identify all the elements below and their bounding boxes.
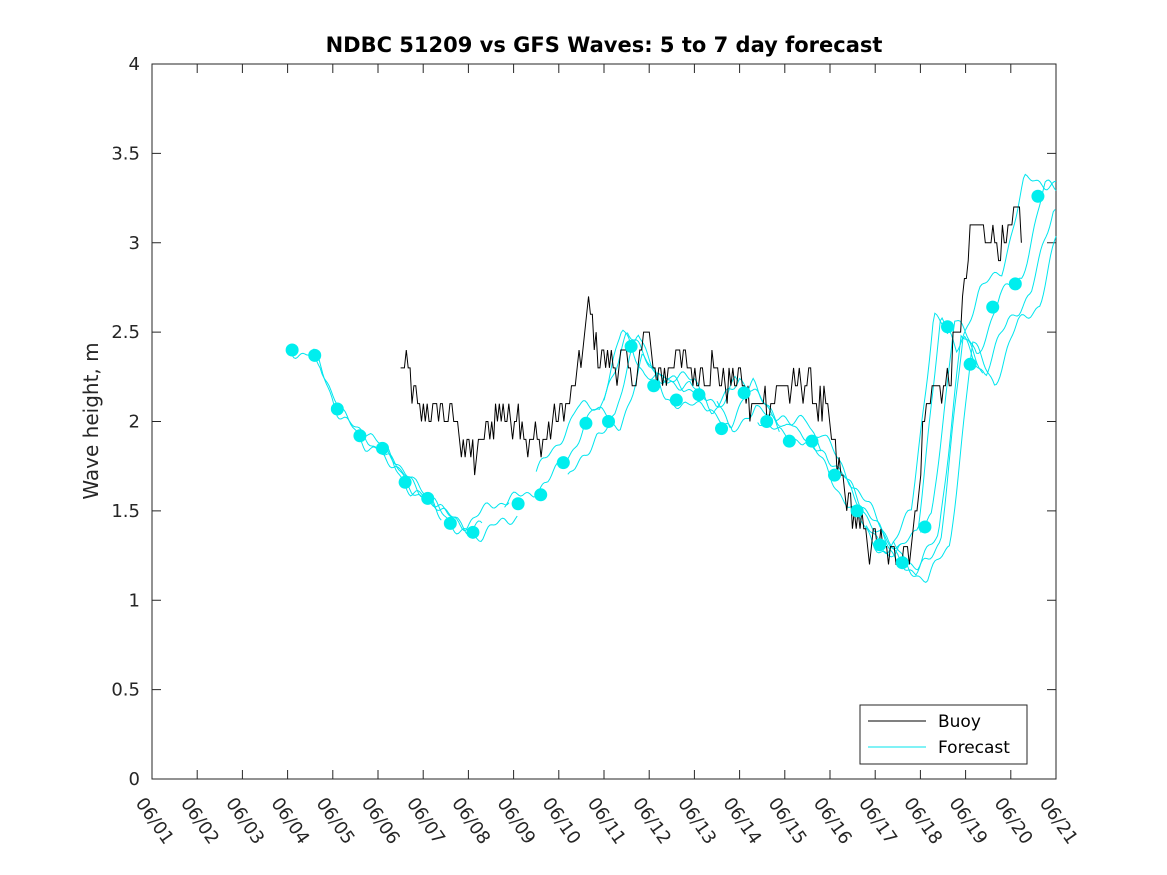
buoy-line [400,206,1022,565]
y-tick-label: 2.5 [111,322,140,343]
forecast-line [603,332,822,452]
y-axis-label: Wave height, m [79,342,103,499]
forecast-point [398,475,412,489]
x-tick-label: 06/14 [719,794,766,849]
forecast-point [353,429,367,443]
legend: Buoy Forecast [859,704,1028,765]
x-tick-label: 06/17 [854,794,901,849]
forecast-line [865,173,1057,555]
x-tick-label: 06/04 [267,794,314,849]
x-tick-label: 06/01 [131,794,178,849]
y-tick-label: 3 [129,233,140,254]
forecast-point [1031,189,1045,203]
x-tick-label: 06/18 [899,794,946,849]
forecast-point [895,556,909,570]
forecast-point [421,491,435,505]
x-tick-label: 06/19 [945,794,992,849]
forecast-point [511,497,525,511]
legend-box [859,704,1028,765]
forecast-point [918,520,932,534]
y-tick-label: 1.5 [111,501,140,522]
forecast-line [382,451,510,532]
x-tick-label: 06/06 [357,794,404,849]
x-tick-label: 06/05 [312,794,359,849]
forecast-point [850,504,864,518]
forecast-point [647,379,661,393]
legend-buoy-label: Buoy [938,712,981,732]
forecast-point [466,525,480,539]
forecast-point [376,441,390,455]
y-axis: 0 0.5 1 1.5 2 2.5 3 3.5 4 [111,54,1056,790]
forecast-point [669,393,683,407]
forecast-point [556,456,570,470]
forecast-point [986,300,1000,314]
y-tick-label: 3.5 [111,143,140,164]
forecast-line [535,329,740,472]
x-tick-label: 06/15 [764,794,811,849]
x-tick-label: 06/12 [628,794,675,849]
forecast-point [737,386,751,400]
forecast-markers [285,189,1045,570]
forecast-point [873,538,887,552]
x-tick-label: 06/08 [447,794,494,849]
forecast-point [963,357,977,371]
chart-title: NDBC 51209 vs GFS Waves: 5 to 7 day fore… [326,33,883,57]
forecast-point [692,388,706,402]
y-tick-label: 1 [129,590,140,611]
forecast-point [534,488,548,502]
forecast-line [843,209,1056,571]
x-tick-label: 06/21 [1035,794,1082,849]
forecast-point [1008,277,1022,291]
forecast-line [892,236,1057,584]
forecast-point [308,348,322,362]
x-tick-label: 06/02 [176,794,223,849]
forecast-point [602,415,616,428]
x-tick-label: 06/03 [221,794,268,849]
x-tick-label: 06/13 [673,794,720,849]
forecast-point [760,415,774,428]
forecast-point [443,516,457,530]
forecast-point [828,468,842,482]
y-tick-label: 4 [129,54,140,75]
buoy-series [400,206,1022,565]
forecast-point [715,422,729,436]
x-tick-label: 06/07 [402,794,449,849]
forecast-point [941,320,955,334]
x-tick-label: 06/20 [990,794,1037,849]
forecast-point [782,434,796,448]
forecast-line [920,179,1057,533]
x-tick-label: 06/11 [583,794,630,849]
y-tick-label: 0 [129,769,140,790]
y-tick-label: 0.5 [111,680,140,701]
x-tick-label: 06/09 [493,794,540,849]
forecast-point [579,416,593,430]
x-tick-label: 06/16 [809,794,856,849]
forecast-point [805,434,819,448]
x-tick-label: 06/10 [538,794,585,849]
y-tick-label: 2 [129,412,140,433]
forecast-point [285,343,299,357]
forecast-point [624,339,638,353]
legend-forecast-label: Forecast [938,738,1010,758]
forecast-point [330,402,344,416]
